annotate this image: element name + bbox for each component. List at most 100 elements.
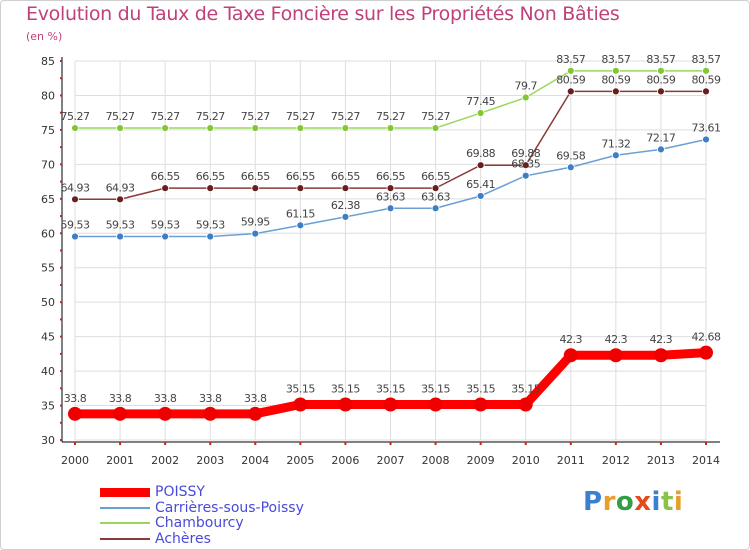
x-tick-label: 2012: [602, 454, 630, 467]
point-acheres: [161, 184, 170, 193]
data-labels: 75.27 75.27 75.27 75.27 75.27 75.27 75.27 75.27…: [61, 53, 722, 405]
point-poissy: [338, 397, 353, 412]
point-poissy: [248, 406, 263, 421]
point-chambourcy: [566, 66, 575, 75]
data-label-acheres: 66.55: [196, 170, 225, 183]
point-chambourcy: [657, 66, 665, 75]
y-tick-mark: [60, 439, 62, 441]
y-tick-mark: [60, 335, 62, 338]
y-tick-label: 55: [41, 262, 55, 275]
y-tick-mark: [60, 180, 62, 183]
x-tick-mark: [74, 442, 76, 445]
point-poissy: [563, 348, 578, 363]
data-label-poissy: 33.8: [154, 392, 177, 405]
logo-letter: P: [583, 487, 603, 517]
point-chambourcy: [386, 124, 395, 132]
data-label-carrieres-sous-poissy: 71.32: [601, 137, 630, 150]
point-poissy: [383, 397, 398, 412]
point-acheres: [476, 161, 485, 170]
point-acheres: [611, 87, 620, 96]
data-label-carrieres-sous-poissy: 69.58: [556, 149, 585, 162]
x-tick-label: 2003: [196, 454, 224, 467]
data-label-carrieres-sous-poissy: 59.95: [241, 216, 270, 229]
y-tick-label: 45: [41, 331, 55, 344]
point-poissy: [293, 397, 308, 412]
y-tick-mark: [60, 266, 62, 269]
data-label-acheres: 80.59: [646, 73, 675, 86]
data-label-acheres: 69.88: [511, 147, 540, 160]
point-poissy: [68, 406, 82, 421]
data-label-poissy: 33.8: [64, 392, 87, 405]
x-tick-label: 2006: [331, 454, 359, 467]
legend-swatch: [100, 507, 150, 509]
point-acheres: [566, 87, 575, 96]
data-label-chambourcy: 83.57: [646, 53, 675, 66]
y-tick-mark: [60, 283, 62, 286]
data-label-carrieres-sous-poissy: 73.61: [692, 121, 721, 134]
logo-letter: o: [615, 487, 635, 517]
x-tick-mark: [389, 442, 392, 445]
point-chambourcy: [251, 124, 260, 132]
point-carrieres-sous-poissy: [296, 221, 305, 230]
y-tick-mark: [60, 197, 62, 200]
data-label-carrieres-sous-poissy: 59.53: [61, 219, 90, 232]
y-tick-label: 60: [41, 227, 55, 240]
data-label-poissy: 35.15: [511, 383, 540, 396]
data-label-chambourcy: 75.27: [61, 110, 90, 123]
data-label-chambourcy: 75.27: [421, 110, 450, 123]
y-tick-label: 80: [41, 89, 55, 102]
point-chambourcy: [341, 124, 350, 132]
point-poissy: [608, 348, 623, 363]
point-carrieres-sous-poissy: [71, 232, 79, 241]
x-tick-mark: [344, 442, 347, 445]
y-tick-mark: [60, 163, 62, 166]
point-carrieres-sous-poissy: [702, 135, 710, 144]
y-tick-label: 65: [41, 193, 55, 206]
x-tick-mark: [254, 442, 257, 445]
y-tick-label: 50: [41, 296, 55, 309]
data-label-acheres: 66.55: [151, 170, 180, 183]
chart-title: Evolution du Taux de Taxe Foncière sur l…: [26, 3, 620, 25]
point-carrieres-sous-poissy: [521, 171, 530, 180]
x-tick-label: 2011: [557, 454, 585, 467]
y-tick-label: 30: [41, 434, 55, 447]
y-tick-label: 75: [41, 124, 55, 137]
point-poissy: [473, 397, 488, 412]
legend-label: Achères: [155, 531, 211, 547]
data-label-acheres: 64.93: [106, 181, 135, 194]
data-label-poissy: 35.15: [466, 383, 495, 396]
point-acheres: [206, 184, 215, 193]
y-tick-mark: [60, 146, 62, 149]
point-carrieres-sous-poissy: [476, 192, 485, 200]
x-tick-mark: [119, 442, 122, 445]
point-chambourcy: [116, 124, 124, 132]
y-tick-mark: [60, 232, 62, 235]
data-label-chambourcy: 75.27: [376, 110, 405, 123]
y-tick-mark: [60, 352, 62, 355]
logo-letter: x: [634, 487, 652, 517]
logo-letter: i: [673, 487, 684, 517]
y-tick-mark: [60, 370, 62, 373]
x-tick-mark: [569, 442, 572, 445]
point-chambourcy: [521, 93, 530, 102]
y-tick-label: 85: [41, 55, 55, 68]
point-poissy: [653, 348, 668, 363]
data-label-chambourcy: 75.27: [196, 110, 225, 123]
y-tick-mark: [60, 215, 62, 218]
x-tick-label: 2000: [61, 454, 89, 467]
point-poissy: [158, 406, 173, 421]
point-acheres: [521, 161, 530, 170]
x-tick-label: 2007: [377, 454, 405, 467]
data-label-acheres: 80.59: [692, 73, 721, 86]
y-tick-mark: [60, 249, 62, 252]
y-tick-mark: [60, 94, 62, 97]
data-label-chambourcy: 75.27: [106, 110, 135, 123]
data-label-acheres: 66.55: [331, 170, 360, 183]
data-label-acheres: 66.55: [376, 170, 405, 183]
point-acheres: [431, 184, 440, 193]
y-tick-mark: [60, 404, 62, 407]
data-label-chambourcy: 75.27: [286, 110, 315, 123]
x-tick-mark: [299, 442, 302, 445]
axes: 30 35 40 45 50 55 60 65 70 75 80 85 2000 2001 2002 2003…: [41, 55, 720, 467]
y-tick-mark: [60, 60, 62, 62]
